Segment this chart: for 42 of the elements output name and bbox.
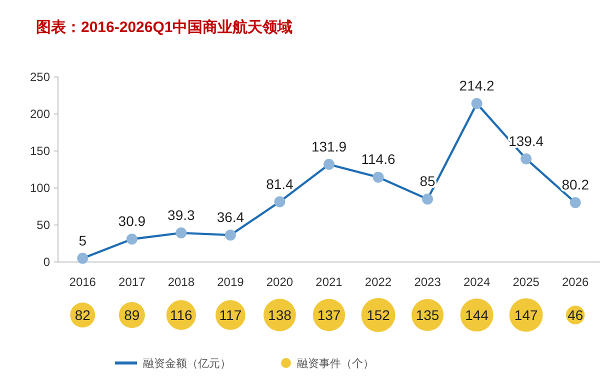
data-label: 144 bbox=[465, 307, 489, 323]
data-label: 89 bbox=[124, 307, 140, 323]
data-label: 39.3 bbox=[168, 206, 196, 223]
data-label: 117 bbox=[219, 307, 242, 323]
data-label: 30.9 bbox=[118, 213, 146, 230]
data-label: 82 bbox=[74, 307, 91, 323]
x-tick-label: 2017 bbox=[118, 275, 146, 289]
y-tick-label: 200 bbox=[30, 107, 50, 121]
y-tick-label: 50 bbox=[36, 218, 50, 232]
x-tick-label: 2023 bbox=[414, 275, 442, 289]
x-tick-label: 2016 bbox=[69, 275, 96, 289]
data-label: 85 bbox=[420, 173, 436, 190]
data-label: 135 bbox=[416, 307, 440, 323]
data-label: 147 bbox=[514, 307, 538, 323]
x-tick-label: 2021 bbox=[316, 275, 343, 289]
data-label: 214.2 bbox=[459, 77, 495, 94]
data-label: 139.4 bbox=[508, 132, 544, 149]
data-label: 137 bbox=[317, 307, 341, 323]
data-label: 5 bbox=[78, 232, 87, 248]
chart-title: 图表：2016-2026Q1中国商业航天领域 bbox=[36, 18, 293, 36]
y-tick-label: 0 bbox=[43, 255, 50, 269]
data-label: 114.6 bbox=[361, 151, 396, 168]
y-tick-label: 150 bbox=[30, 144, 50, 158]
data-label: 152 bbox=[366, 307, 390, 323]
y-tick-label: 100 bbox=[30, 181, 50, 195]
x-tick-label: 2022 bbox=[364, 275, 392, 289]
data-label: 131.9 bbox=[311, 138, 347, 154]
data-label: 138 bbox=[268, 307, 292, 323]
x-tick-label: 2020 bbox=[266, 275, 294, 289]
data-label: 80.2 bbox=[562, 176, 590, 193]
x-tick-label: 2024 bbox=[463, 275, 490, 289]
legend-label: 融资事件（个） bbox=[297, 357, 374, 370]
data-label: 46 bbox=[568, 307, 584, 323]
x-tick-label: 2019 bbox=[217, 275, 244, 289]
data-label: 81.4 bbox=[266, 176, 294, 192]
data-label: 116 bbox=[170, 307, 193, 323]
x-tick-label: 2025 bbox=[512, 275, 540, 289]
legend-label: 融资金额（亿元） bbox=[143, 357, 231, 370]
x-tick-label: 2018 bbox=[168, 275, 195, 289]
y-tick-label: 250 bbox=[30, 70, 50, 84]
x-tick-label: 2026 bbox=[562, 275, 590, 289]
data-label: 36.4 bbox=[216, 209, 244, 226]
